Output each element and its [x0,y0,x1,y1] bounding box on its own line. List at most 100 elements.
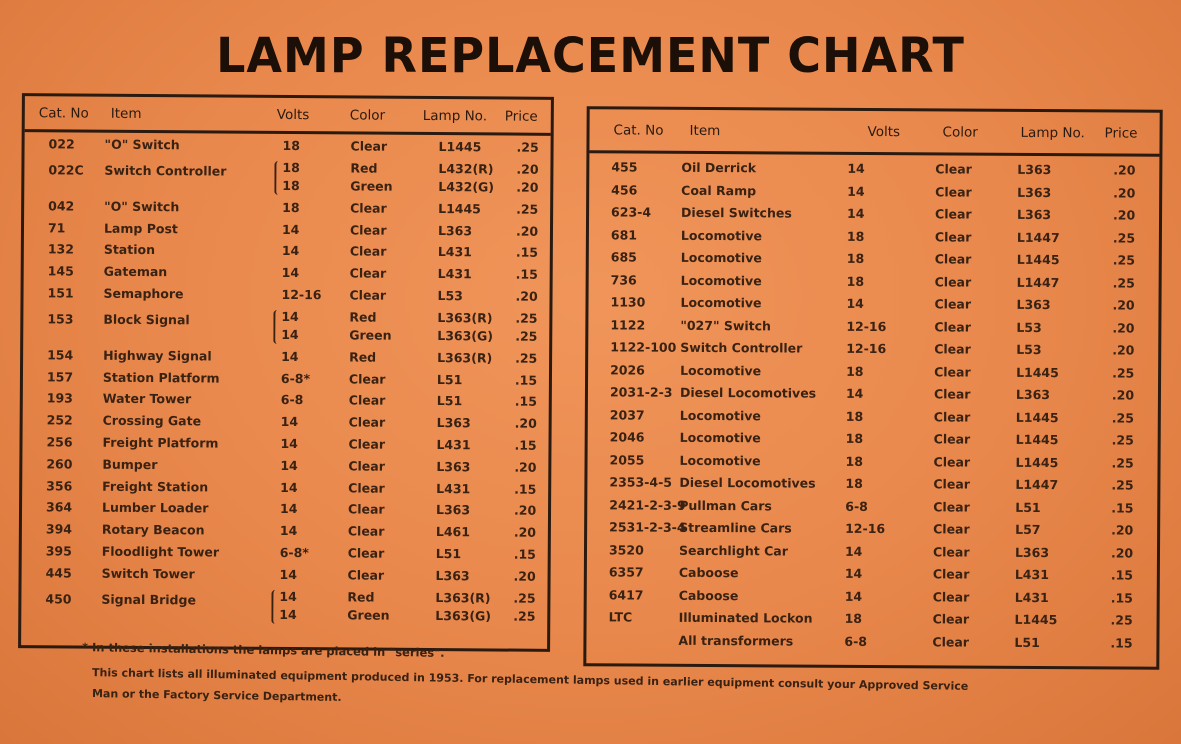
color-cell: Clear [935,183,972,200]
item-cell: Freight Station [102,478,209,495]
volts-cell: 14 [279,566,298,582]
header-color: Color [942,124,978,141]
table-row: 153 Block Signal 14 14 Red Green L363(R) L363(G… [23,307,549,351]
color-cell: Clear [347,501,385,518]
color-cell: Red [349,349,377,365]
color-cell: Clear [347,545,385,561]
lamp-no-cell: L1445 [1014,611,1058,628]
lamp-no-cell: L51 [1015,499,1041,515]
color-cell: Clear [933,386,971,402]
item-cell: Searchlight Car [678,542,788,558]
volts-cell: 18 [846,228,865,244]
item-cell: Caboose [678,564,739,581]
price-cell: .25 [1110,612,1133,628]
volts-cell-line: 14 [281,326,299,342]
right-table: Cat. No Item Volts Color Lamp No. Price … [583,106,1163,670]
cat-no-cell: LTC [608,609,633,625]
lamp-no-cell: L1445 [1015,431,1059,448]
table-row: All transformers 6-8 Clear L51 .15 [586,632,1156,658]
table-row: 022C Switch Controller 18 18 Red Green L432(R)… [24,158,550,202]
volts-cell: 14 [844,565,863,581]
lamp-no-cell: L363(R) [437,349,493,366]
item-cell: "O" Switch [104,198,180,215]
item-cell: Pullman Cars [679,497,772,513]
lamp-no-cell: L53 [1016,341,1042,358]
cat-no-cell: 256 [46,434,73,450]
price-cell: .20 [1110,544,1134,561]
lamp-no-cell-line: L363(R) [437,309,493,326]
price-cell: .15 [1111,499,1134,516]
color-cell: Clear [933,521,970,537]
item-cell: Switch Controller [680,339,803,356]
color-cell: Clear [347,567,385,583]
lamp-no-cell-line: L432(G) [438,178,495,195]
lamp-no-cell: L363 [1017,161,1052,178]
price-cell: .15 [514,437,537,453]
item-cell: "027" Switch [680,317,772,333]
item-cell: Station Platform [102,369,220,386]
page-title: LAMP REPLACEMENT CHART [216,26,965,84]
lamp-no-cell: L363 [1017,206,1052,223]
price-cell-line: .25 [515,328,538,344]
left-table-header: Cat. No Item Volts Color Lamp No. Price [24,96,551,136]
item-cell: Crossing Gate [102,412,202,429]
item-cell: Lamp Post [103,220,178,236]
cat-no-cell: 145 [47,263,74,279]
volts-cell: 6-8* [280,370,311,386]
color-cell: Clear [934,363,971,380]
color-cell: Clear [349,265,387,281]
color-cell: Red Green [350,160,393,196]
color-cell: Red Green [347,589,390,625]
lamp-no-cell: L1445 [438,200,481,217]
price-cell: .15 [514,372,538,388]
color-cell: Clear [350,138,388,154]
header-lamp-no: Lamp No. [1020,124,1085,142]
color-cell: Clear [934,296,972,312]
volts-cell-line: 18 [282,177,300,193]
price-cell: .15 [1110,567,1134,583]
color-cell: Clear [349,222,387,238]
header-lamp-no: Lamp No. [422,107,488,125]
lamp-no-cell: L1447 [1015,476,1059,493]
color-cell: Clear [932,588,970,605]
cat-no-cell: 1122 [610,316,646,333]
lamp-no-cell: L363 [436,458,471,475]
cat-no-cell: 2031-2-3 [609,384,673,400]
volts-cell: 18 [844,610,863,626]
cat-no-cell: 151 [47,285,74,301]
volts-cell: 14 [844,588,863,604]
color-cell: Clear [349,243,387,260]
lamp-no-cell: L1445 [1016,251,1060,268]
volts-cell: 6-8 [280,392,304,408]
price-cell: .25 [1111,432,1134,448]
color-cell: Clear [933,431,971,447]
item-cell: Semaphore [103,285,184,302]
lamp-no-cell: L53 [437,288,463,304]
volts-cell: 14 [845,385,864,401]
lamp-no-cell: L363(R) L363(G) [437,310,493,346]
color-cell: Clear [934,228,972,245]
color-cell: Clear [347,523,385,539]
item-cell: Rotary Beacon [101,521,205,538]
item-cell: Oil Derrick [681,159,757,176]
color-cell-line: Green [350,178,393,194]
volts-cell: 14 [847,205,865,221]
price-cell: .25 [1112,274,1135,291]
cat-no-cell: 157 [46,368,74,385]
cat-no-cell: 2531-2-3-4 [609,519,686,535]
item-cell: "O" Switch [104,136,180,153]
lamp-no-cell: L431 [436,480,471,496]
cat-no-cell: 2046 [609,429,645,445]
volts-cell: 18 [846,363,864,379]
price-cell-line: .25 [513,590,536,606]
price-cell: .15 [1110,634,1133,651]
volts-cell-line: 14 [279,588,297,604]
price-cell: .20 [513,524,537,540]
price-cell: .20 [1113,162,1136,178]
lamp-no-cell: L1445 [1015,454,1059,470]
header-cat-no: Cat. No [38,105,89,122]
price-cell: .20 [513,568,536,584]
right-table-rows: 455 Oil Derrick 14 Clear L363 .20 456 Coal Ramp… [589,159,1159,650]
color-cell: Clear [348,458,385,474]
item-cell: Lumber Loader [101,500,209,516]
